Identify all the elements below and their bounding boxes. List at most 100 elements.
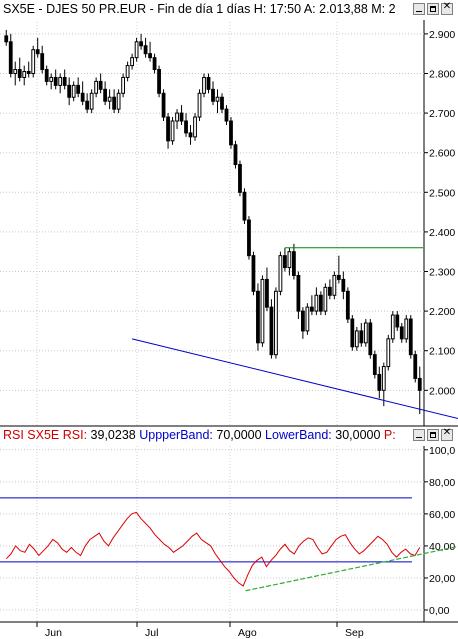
candle-body bbox=[125, 65, 130, 78]
rsi-minimize-icon[interactable] bbox=[413, 429, 425, 441]
candle-body bbox=[31, 49, 36, 74]
rsi-line bbox=[5, 511, 421, 587]
candle-body bbox=[170, 120, 175, 142]
candle-body bbox=[49, 76, 54, 82]
candle-body bbox=[274, 290, 278, 356]
rsi-tick-label: 80,00 bbox=[429, 477, 455, 489]
price-header-text: SX5E - DJES 50 PR.EUR - Fin de día 1 día… bbox=[3, 2, 396, 16]
candle-body bbox=[327, 286, 332, 296]
month-label: Jul bbox=[145, 627, 158, 639]
candle-body bbox=[130, 57, 134, 67]
candle-body bbox=[35, 49, 40, 55]
rsi-trailing-label: P: bbox=[383, 428, 396, 442]
candle-body bbox=[179, 112, 184, 122]
candle-body bbox=[372, 354, 377, 375]
upper-band-label: UppperBand: bbox=[139, 428, 213, 442]
candle-body bbox=[112, 96, 117, 110]
price-tick-label: 2.200 bbox=[429, 306, 455, 318]
candle-body bbox=[296, 274, 301, 312]
candle-body bbox=[166, 116, 170, 142]
rsi-close-icon[interactable]: ✕ bbox=[441, 427, 453, 441]
lower-band-label: LowerBand: bbox=[265, 428, 332, 442]
candle-body bbox=[184, 120, 188, 134]
candle-body bbox=[404, 318, 409, 340]
month-label: Ago bbox=[238, 627, 257, 639]
rsi-tick-label: 100,0 bbox=[429, 445, 455, 457]
candle-body bbox=[368, 322, 373, 356]
rsi-header-text: RSI SX5E RSI: 39,0238 UppperBand: 70,000… bbox=[3, 428, 411, 442]
price-tick-label: 2.500 bbox=[429, 187, 455, 199]
close-icon[interactable]: ✕ bbox=[441, 1, 453, 15]
candle-body bbox=[116, 92, 121, 110]
candle-body bbox=[40, 53, 45, 71]
candle-body bbox=[318, 294, 323, 312]
candle-body bbox=[345, 290, 350, 320]
candle-body bbox=[67, 84, 72, 98]
candle-body bbox=[269, 306, 274, 356]
candle-body bbox=[238, 164, 242, 193]
candle-body bbox=[98, 80, 103, 90]
candle-body bbox=[85, 100, 90, 110]
candle-body bbox=[143, 45, 148, 55]
candle-body bbox=[323, 286, 328, 312]
candle-body bbox=[278, 255, 283, 292]
candle-body bbox=[363, 322, 368, 344]
candle-body bbox=[283, 255, 287, 269]
candle-body bbox=[202, 76, 206, 94]
month-label: Sep bbox=[345, 627, 364, 639]
candle-body bbox=[251, 255, 256, 292]
candle-body bbox=[193, 116, 197, 138]
candle-body bbox=[206, 76, 211, 90]
candle-body bbox=[350, 318, 355, 348]
candle-body bbox=[94, 80, 99, 94]
candle-body bbox=[103, 88, 108, 102]
candle-body bbox=[197, 92, 202, 118]
rsi-tick-label: 0,00 bbox=[429, 605, 450, 617]
candle-body bbox=[300, 310, 305, 332]
candle-body bbox=[332, 274, 337, 296]
rsi-tick-label: 40,00 bbox=[429, 541, 455, 553]
candle-body bbox=[121, 76, 126, 94]
rsi-maximize-icon[interactable] bbox=[427, 429, 439, 441]
candle-body bbox=[247, 219, 251, 257]
candle-body bbox=[26, 71, 31, 74]
price-panel-header: SX5E - DJES 50 PR.EUR - Fin de día 1 día… bbox=[0, 0, 458, 20]
rsi-panel-header: RSI SX5E RSI: 39,0238 UppperBand: 70,000… bbox=[0, 426, 458, 446]
candle-body bbox=[390, 314, 395, 340]
candle-body bbox=[256, 290, 260, 344]
candle-body bbox=[188, 132, 193, 138]
rsi-trendline bbox=[245, 545, 458, 592]
candle-body bbox=[305, 306, 310, 332]
candle-body bbox=[76, 84, 81, 94]
candle-body bbox=[292, 251, 296, 276]
candle-body bbox=[148, 53, 152, 59]
candle-body bbox=[265, 278, 269, 308]
rsi-tick-label: 20,00 bbox=[429, 573, 455, 585]
candle-body bbox=[359, 330, 364, 344]
candle-body bbox=[4, 35, 9, 43]
price-tick-label: 2.000 bbox=[429, 385, 455, 397]
candle-body bbox=[62, 76, 67, 86]
candle-body bbox=[309, 306, 314, 312]
candle-body bbox=[417, 377, 422, 391]
candle-body bbox=[386, 338, 391, 368]
month-label: Jun bbox=[45, 627, 62, 639]
candle-body bbox=[314, 294, 319, 312]
candle-body bbox=[89, 92, 94, 110]
candle-body bbox=[211, 88, 215, 102]
maximize-icon[interactable] bbox=[427, 3, 439, 15]
minimize-icon[interactable] bbox=[413, 3, 425, 15]
candle-body bbox=[71, 84, 76, 98]
price-tick-label: 2.800 bbox=[429, 68, 455, 80]
candle-body bbox=[22, 71, 27, 78]
upper-band-value: 70,0000 bbox=[216, 428, 262, 442]
candle-body bbox=[13, 69, 18, 74]
price-tick-label: 2.900 bbox=[429, 29, 455, 41]
candle-body bbox=[58, 76, 63, 86]
candle-body bbox=[134, 41, 139, 59]
candle-body bbox=[17, 69, 22, 78]
price-tick-label: 2.600 bbox=[429, 148, 455, 160]
candle-body bbox=[381, 366, 386, 391]
candle-body bbox=[139, 41, 143, 47]
